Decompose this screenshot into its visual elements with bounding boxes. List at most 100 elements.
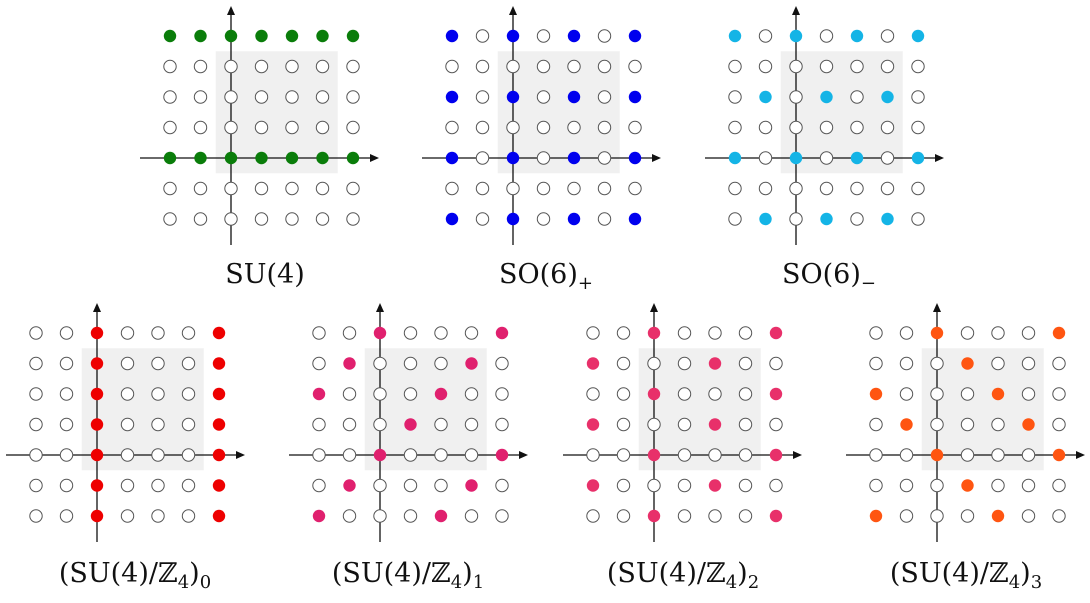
- empty-dot: [758, 29, 773, 43]
- empty-dot: [899, 448, 914, 462]
- empty-dot: [312, 356, 326, 371]
- filled-dot: [224, 29, 238, 43]
- empty-dot: [991, 417, 1005, 432]
- empty-dot: [151, 509, 165, 523]
- filled-dot: [224, 151, 238, 165]
- shaded-region: [921, 348, 1044, 471]
- empty-dot: [506, 181, 520, 196]
- empty-dot: [677, 387, 692, 401]
- filled-dot: [881, 212, 894, 226]
- filled-dot: [567, 90, 581, 104]
- filled-dot: [961, 479, 974, 492]
- filled-dot: [90, 357, 104, 370]
- empty-dot: [850, 59, 864, 74]
- filled-dot: [445, 29, 459, 43]
- y-axis-arrow-icon: [933, 303, 941, 312]
- empty-dot: [819, 29, 834, 43]
- empty-dot: [475, 29, 490, 43]
- empty-dot: [819, 120, 834, 135]
- filled-dot: [373, 326, 387, 340]
- filled-dot: [759, 212, 772, 226]
- empty-dot: [567, 120, 581, 135]
- filled-dot: [343, 479, 356, 492]
- empty-dot: [312, 326, 326, 340]
- empty-dot: [536, 120, 551, 135]
- filled-dot: [759, 90, 772, 104]
- empty-dot: [120, 356, 135, 371]
- filled-dot: [769, 509, 783, 523]
- empty-dot: [495, 478, 509, 493]
- filled-dot: [647, 509, 661, 523]
- empty-dot: [1052, 509, 1066, 523]
- empty-dot: [403, 509, 418, 523]
- empty-dot: [880, 29, 895, 43]
- empty-dot: [616, 417, 631, 432]
- shaded-region: [780, 51, 903, 174]
- empty-dot: [850, 212, 864, 226]
- filled-dot: [1052, 448, 1066, 462]
- filled-dot: [163, 29, 177, 43]
- y-axis-arrow-icon: [650, 303, 658, 312]
- panel-5: (SU(4)/ℤ4)1: [289, 303, 528, 593]
- empty-dot: [728, 120, 742, 135]
- empty-dot: [1021, 509, 1036, 523]
- empty-dot: [181, 356, 196, 371]
- empty-dot: [880, 120, 895, 135]
- filled-dot: [255, 151, 268, 165]
- empty-dot: [960, 448, 975, 462]
- x-axis-arrow-icon: [370, 154, 379, 162]
- empty-dot: [475, 212, 490, 226]
- empty-dot: [312, 478, 326, 493]
- y-axis-arrow-icon: [227, 6, 235, 15]
- y-axis-arrow-icon: [792, 6, 800, 15]
- filled-dot: [212, 357, 226, 370]
- filled-dot: [930, 448, 944, 462]
- empty-dot: [930, 387, 944, 401]
- empty-dot: [728, 181, 742, 196]
- empty-dot: [120, 448, 135, 462]
- empty-dot: [464, 326, 479, 340]
- filled-dot: [90, 418, 104, 431]
- filled-dot: [869, 387, 883, 401]
- empty-dot: [346, 212, 360, 226]
- filled-dot: [789, 151, 803, 165]
- filled-dot: [769, 448, 783, 462]
- filled-dot: [820, 212, 833, 226]
- shaded-region: [497, 51, 620, 174]
- empty-dot: [120, 509, 135, 523]
- empty-dot: [911, 90, 925, 104]
- filled-dot: [506, 90, 520, 104]
- filled-dot: [850, 29, 864, 43]
- empty-dot: [930, 478, 944, 493]
- filled-dot: [445, 151, 459, 165]
- empty-dot: [647, 356, 661, 371]
- empty-dot: [120, 478, 135, 493]
- filled-dot: [90, 479, 104, 492]
- empty-dot: [506, 59, 520, 74]
- shaded-region: [81, 348, 204, 471]
- empty-dot: [911, 120, 925, 135]
- empty-dot: [285, 181, 299, 196]
- empty-dot: [991, 478, 1005, 493]
- empty-dot: [677, 326, 692, 340]
- panel-label: (SU(4)/ℤ4)0: [59, 558, 211, 593]
- filled-dot: [506, 151, 520, 165]
- empty-dot: [899, 478, 914, 493]
- empty-dot: [819, 151, 834, 165]
- empty-dot: [346, 120, 360, 135]
- empty-dot: [850, 181, 864, 196]
- empty-dot: [315, 181, 330, 196]
- empty-dot: [616, 478, 631, 493]
- filled-dot: [586, 418, 600, 431]
- empty-dot: [769, 356, 783, 371]
- x-axis-arrow-icon: [519, 451, 528, 459]
- empty-dot: [315, 120, 330, 135]
- filled-dot: [789, 29, 803, 43]
- empty-dot: [930, 417, 944, 432]
- empty-dot: [738, 478, 753, 493]
- empty-dot: [193, 59, 208, 74]
- empty-dot: [869, 326, 883, 340]
- filled-dot: [567, 151, 581, 165]
- empty-dot: [59, 417, 74, 432]
- empty-dot: [869, 478, 883, 493]
